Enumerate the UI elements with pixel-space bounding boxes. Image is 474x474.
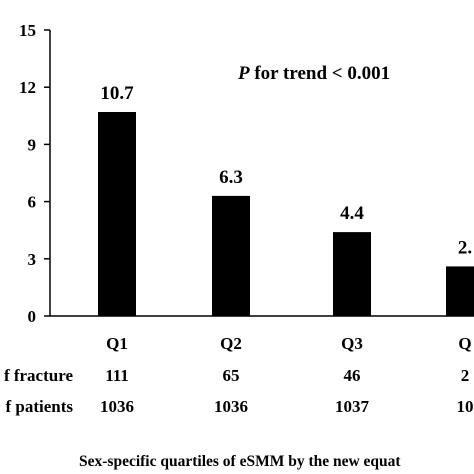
table-cell: 111 [105, 366, 129, 385]
y-tick-label: 6 [28, 193, 37, 212]
table-cell: 1036 [214, 397, 248, 416]
y-tick-label: 15 [19, 21, 36, 40]
bar-q2 [212, 195, 250, 316]
table-cell: 2 [461, 366, 470, 385]
bar-q4 [446, 266, 474, 316]
table-cell: 10 [457, 397, 474, 416]
data-label: 2. [458, 237, 472, 258]
trend-annotation: P for trend < 0.001 [237, 63, 390, 84]
bar-q3 [333, 232, 371, 316]
table-row-label: f patients [5, 397, 73, 416]
y-tick-label: 0 [28, 307, 37, 326]
category-label: Q2 [220, 334, 242, 353]
y-axis: 0 3 6 9 12 15 [19, 21, 51, 326]
table-cell: 1037 [335, 397, 370, 416]
x-axis-label: Sex-specific quartiles of eSMM by the ne… [79, 453, 401, 470]
table-cell: 65 [223, 366, 240, 385]
category-label: Q1 [106, 334, 128, 353]
table-row-label: f fracture [4, 366, 74, 385]
annotation-text: for trend < 0.001 [250, 63, 390, 84]
y-tick-label: 3 [28, 250, 37, 269]
table-cell: 1036 [100, 397, 134, 416]
x-axis: Q1 Q2 Q3 Q [50, 315, 474, 353]
category-label: Q [458, 334, 471, 353]
table-cell: 46 [344, 366, 361, 385]
y-tick-label: 9 [28, 135, 37, 154]
y-tick-label: 12 [19, 78, 36, 97]
bars: 10.7 6.3 4.4 2. [98, 83, 474, 316]
annotation-italic-p: P [237, 63, 250, 84]
data-label: 10.7 [100, 83, 134, 104]
bar-q1 [98, 111, 136, 316]
category-label: Q3 [341, 334, 363, 353]
data-label: 4.4 [340, 203, 364, 224]
data-label: 6.3 [219, 167, 243, 188]
data-table: f fracture 111 65 46 2 f patients 1036 1036 1037… [4, 366, 474, 416]
